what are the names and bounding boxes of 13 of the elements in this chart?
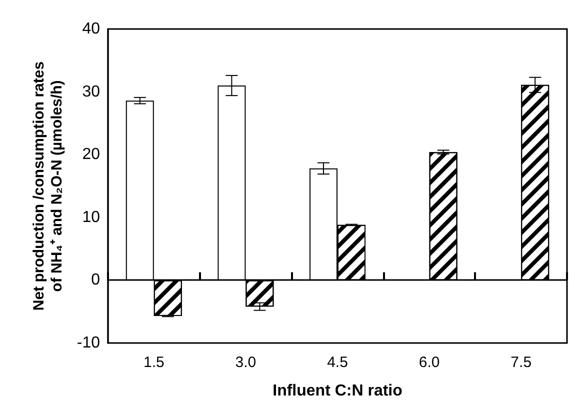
x-tick-label: 7.5 (510, 354, 532, 371)
y-tick-label: 40 (82, 20, 100, 38)
y-axis-title: Net production /consumption rates of NH₄⁺ and N₂O-N (µmoles/h) (30, 61, 66, 311)
y-tick-label: 0 (91, 272, 100, 289)
y-tick-label: 30 (82, 83, 100, 100)
y-tick-label: 10 (82, 208, 100, 226)
x-tick-label: 6.0 (418, 354, 440, 371)
x-tick-label: 1.5 (143, 354, 164, 371)
y-tick-label: -10 (76, 334, 100, 352)
y-tick-label: 20 (82, 146, 100, 164)
x-axis-title: Influent C:N ratio (272, 382, 403, 400)
x-tick-label: 3.0 (235, 354, 256, 371)
x-tick-label: 4.5 (327, 354, 348, 371)
